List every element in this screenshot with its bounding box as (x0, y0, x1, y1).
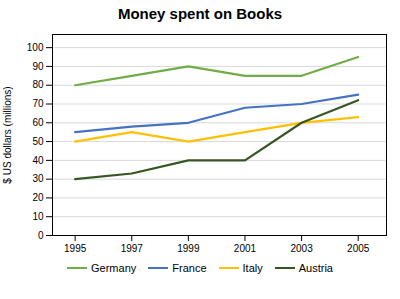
svg-text:2001: 2001 (234, 243, 257, 254)
svg-text:1999: 1999 (177, 243, 200, 254)
svg-text:50: 50 (32, 136, 44, 147)
html-text:Germany: Germany (91, 262, 137, 274)
svg-text:100: 100 (27, 42, 44, 53)
svg-text:1997: 1997 (121, 243, 144, 254)
html-text:Money spent on Books: Money spent on Books (117, 5, 283, 22)
svg-text:80: 80 (32, 79, 44, 90)
svg-text:20: 20 (32, 192, 44, 203)
html-text:Austria: Austria (298, 262, 333, 274)
svg-text:2003: 2003 (290, 243, 313, 254)
svg-text:30: 30 (32, 173, 44, 184)
svg-text:0: 0 (38, 230, 44, 241)
html-text:Italy: Italy (242, 262, 263, 274)
html-text:France: France (172, 262, 207, 274)
svg-text:2005: 2005 (347, 243, 370, 254)
svg-text:70: 70 (32, 98, 44, 109)
svg-text:40: 40 (32, 155, 44, 166)
svg-text:60: 60 (32, 117, 44, 128)
svg-text:10: 10 (32, 211, 44, 222)
svg-text:1995: 1995 (64, 243, 87, 254)
svg-text:90: 90 (32, 61, 44, 72)
svg-text:$ US dollars (millions): $ US dollars (millions) (2, 86, 13, 183)
